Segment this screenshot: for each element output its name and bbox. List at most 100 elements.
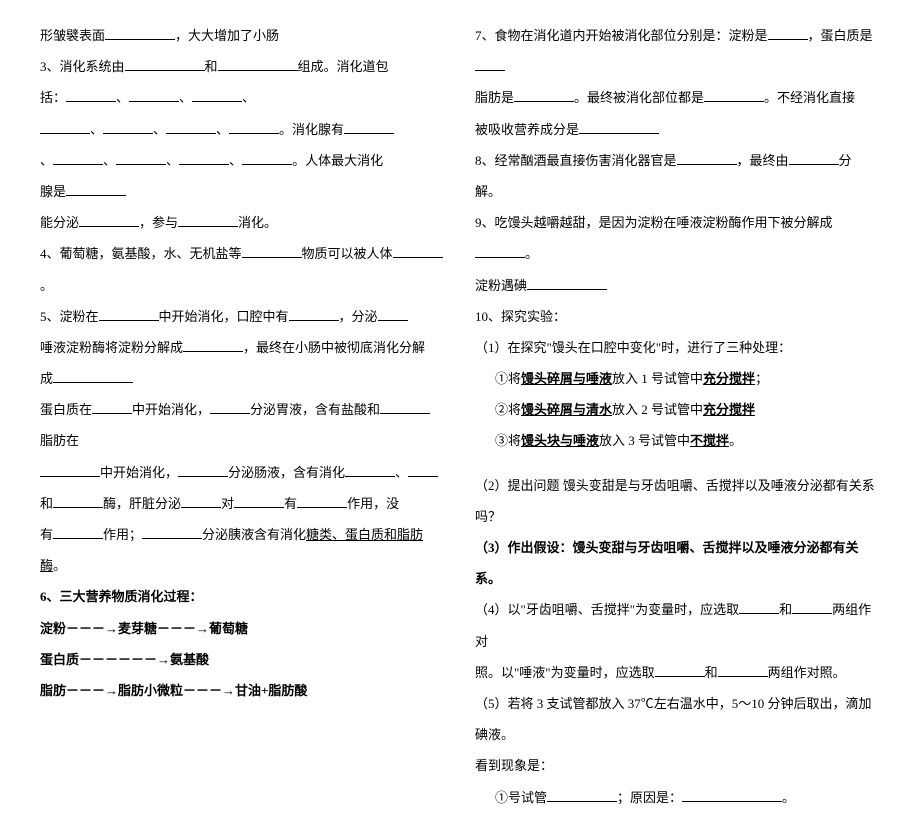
blank — [129, 89, 179, 102]
text: 4、葡萄糖，氨基酸，水、无机盐等 — [40, 246, 242, 261]
blank — [677, 152, 737, 165]
text: 有 — [284, 496, 297, 511]
blank — [166, 121, 216, 134]
text: 消化。 — [238, 215, 277, 230]
blank — [66, 89, 116, 102]
line: 成 — [40, 363, 445, 394]
text: 作用，没 — [347, 496, 399, 511]
blank — [579, 121, 659, 134]
line: 5、淀粉在中开始消化，口腔中有，分泌 — [40, 301, 445, 332]
right-column: 7、食物在消化道内开始被消化部位分别是：淀粉是，蛋白质是 脂肪是。最终被消化部位… — [475, 20, 880, 813]
blank — [53, 526, 103, 539]
text: 两组作对照。 — [768, 665, 846, 680]
text: （3）作出假设：馒头变甜与牙齿咀嚼、舌搅拌以及唾液分泌都有关系。 — [475, 540, 859, 586]
blank — [789, 152, 839, 165]
line: （2）提出问题 馒头变甜是与牙齿咀嚼、舌搅拌以及唾液分泌都有关系吗？ — [475, 470, 880, 532]
text: 分泌胰液含有消化 — [202, 527, 306, 542]
blank — [181, 495, 221, 508]
text: ；原因是： — [617, 790, 682, 805]
blank — [344, 121, 394, 134]
blank — [768, 27, 808, 40]
spacer — [475, 457, 880, 470]
line: （5）若将 3 支试管都放入 37℃左右温水中，5～10 分钟后取出，滴加碘液。 — [475, 688, 880, 750]
text: 6、三大营养物质消化过程： — [40, 589, 203, 604]
blank — [682, 789, 782, 802]
line: 唾液淀粉酶将淀粉分解成，最终在小肠中被彻底消化分解 — [40, 332, 445, 363]
text: 组成。消化道包 — [298, 59, 389, 74]
blank — [408, 464, 438, 477]
line: ③将馒头块与唾液放入 3 号试管中不搅拌。 — [475, 425, 880, 456]
blank — [178, 214, 238, 227]
line: 和酶，肝脏分泌对有作用，没 — [40, 488, 445, 519]
line: 淀粉遇碘 — [475, 270, 880, 301]
text: 8、经常酗酒最直接伤害消化器官是 — [475, 153, 677, 168]
text: 。不经消化直接 — [764, 90, 855, 105]
blank — [40, 121, 90, 134]
text: 、 — [153, 122, 166, 137]
blank — [103, 121, 153, 134]
blank — [234, 495, 284, 508]
blank — [475, 58, 505, 71]
line: 9、吃馒头越嚼越甜，是因为淀粉在唾液淀粉酶作用下被分解成。 — [475, 207, 880, 269]
text: 物质可以被人体 — [302, 246, 393, 261]
text: ，大大增加了小肠 — [175, 28, 279, 43]
line: 、、、。消化腺有 — [40, 114, 445, 145]
text: ，分泌 — [339, 309, 378, 324]
text: 、 — [179, 90, 192, 105]
blank — [345, 464, 395, 477]
blank — [242, 152, 292, 165]
line: 照。以"唾液"为变量时，应选取和两组作对照。 — [475, 657, 880, 688]
line: ①号试管；原因是：。 — [475, 782, 880, 813]
text: 脂肪－－－→脂肪小微粒－－－→甘油+脂肪酸 — [40, 683, 307, 698]
text: 7、食物在消化道内开始被消化部位分别是：淀粉是 — [475, 28, 768, 43]
text: ，最终由 — [737, 153, 789, 168]
line: 3、消化系统由和组成。消化道包 — [40, 51, 445, 82]
text: 中开始消化， — [132, 402, 210, 417]
blank — [79, 214, 139, 227]
text: 和 — [40, 496, 53, 511]
blank — [142, 526, 202, 539]
text: 蛋白质在 — [40, 402, 92, 417]
text: 、 — [40, 153, 53, 168]
text: ③将 — [495, 433, 521, 448]
line: 能分泌，参与消化。 — [40, 207, 445, 238]
blank — [53, 495, 103, 508]
blank — [40, 464, 100, 477]
blank — [92, 401, 132, 414]
blank — [380, 401, 430, 414]
blank — [739, 601, 779, 614]
blank — [547, 789, 617, 802]
line: 8、经常酗酒最直接伤害消化器官是，最终由分 — [475, 145, 880, 176]
line: 10、探究实验： — [475, 301, 880, 332]
line: 蛋白质在中开始消化，分泌胃液，含有盐酸和 — [40, 394, 445, 425]
blank — [378, 308, 408, 321]
line: 脂肪在 — [40, 425, 445, 456]
text: 对 — [221, 496, 234, 511]
blank — [192, 89, 242, 102]
line-bold: （3）作出假设：馒头变甜与牙齿咀嚼、舌搅拌以及唾液分泌都有关系。 — [475, 532, 880, 594]
text: ①将 — [495, 371, 521, 386]
line-bold: 淀粉－－－→麦芽糖－－－→葡萄糖 — [40, 613, 445, 644]
text: 看到现象是： — [475, 758, 553, 773]
text: 、 — [229, 153, 242, 168]
text: 、 — [166, 153, 179, 168]
text: 、 — [90, 122, 103, 137]
text: 解。 — [475, 184, 501, 199]
text: 照。以"唾液"为变量时，应选取 — [475, 665, 655, 680]
text: 。消化腺有 — [279, 122, 344, 137]
blank — [183, 339, 243, 352]
line: 腺是 — [40, 176, 445, 207]
text: 蛋白质－－－－－－→氨基酸 — [40, 652, 209, 667]
text: 唾液淀粉酶将淀粉分解成 — [40, 340, 183, 355]
text: 。 — [525, 246, 538, 261]
text: ； — [755, 371, 768, 386]
line: 7、食物在消化道内开始被消化部位分别是：淀粉是 ，蛋白质是 — [475, 20, 880, 82]
line: 4、葡萄糖，氨基酸，水、无机盐等物质可以被人体。 — [40, 238, 445, 300]
text: 中开始消化， — [100, 465, 178, 480]
text: （4）以"牙齿咀嚼、舌搅拌"为变量时，应选取 — [475, 602, 739, 617]
text: 淀粉遇碘 — [475, 278, 527, 293]
worksheet-columns: 形皱襞表面，大大增加了小肠 3、消化系统由和组成。消化道包 括：、、、 、、、。… — [40, 20, 880, 813]
line-bold: 6、三大营养物质消化过程： — [40, 581, 445, 612]
text: ，蛋白质是 — [808, 28, 873, 43]
text: （5）若将 3 支试管都放入 37℃左右温水中，5～10 分钟后取出，滴加碘液。 — [475, 696, 872, 742]
